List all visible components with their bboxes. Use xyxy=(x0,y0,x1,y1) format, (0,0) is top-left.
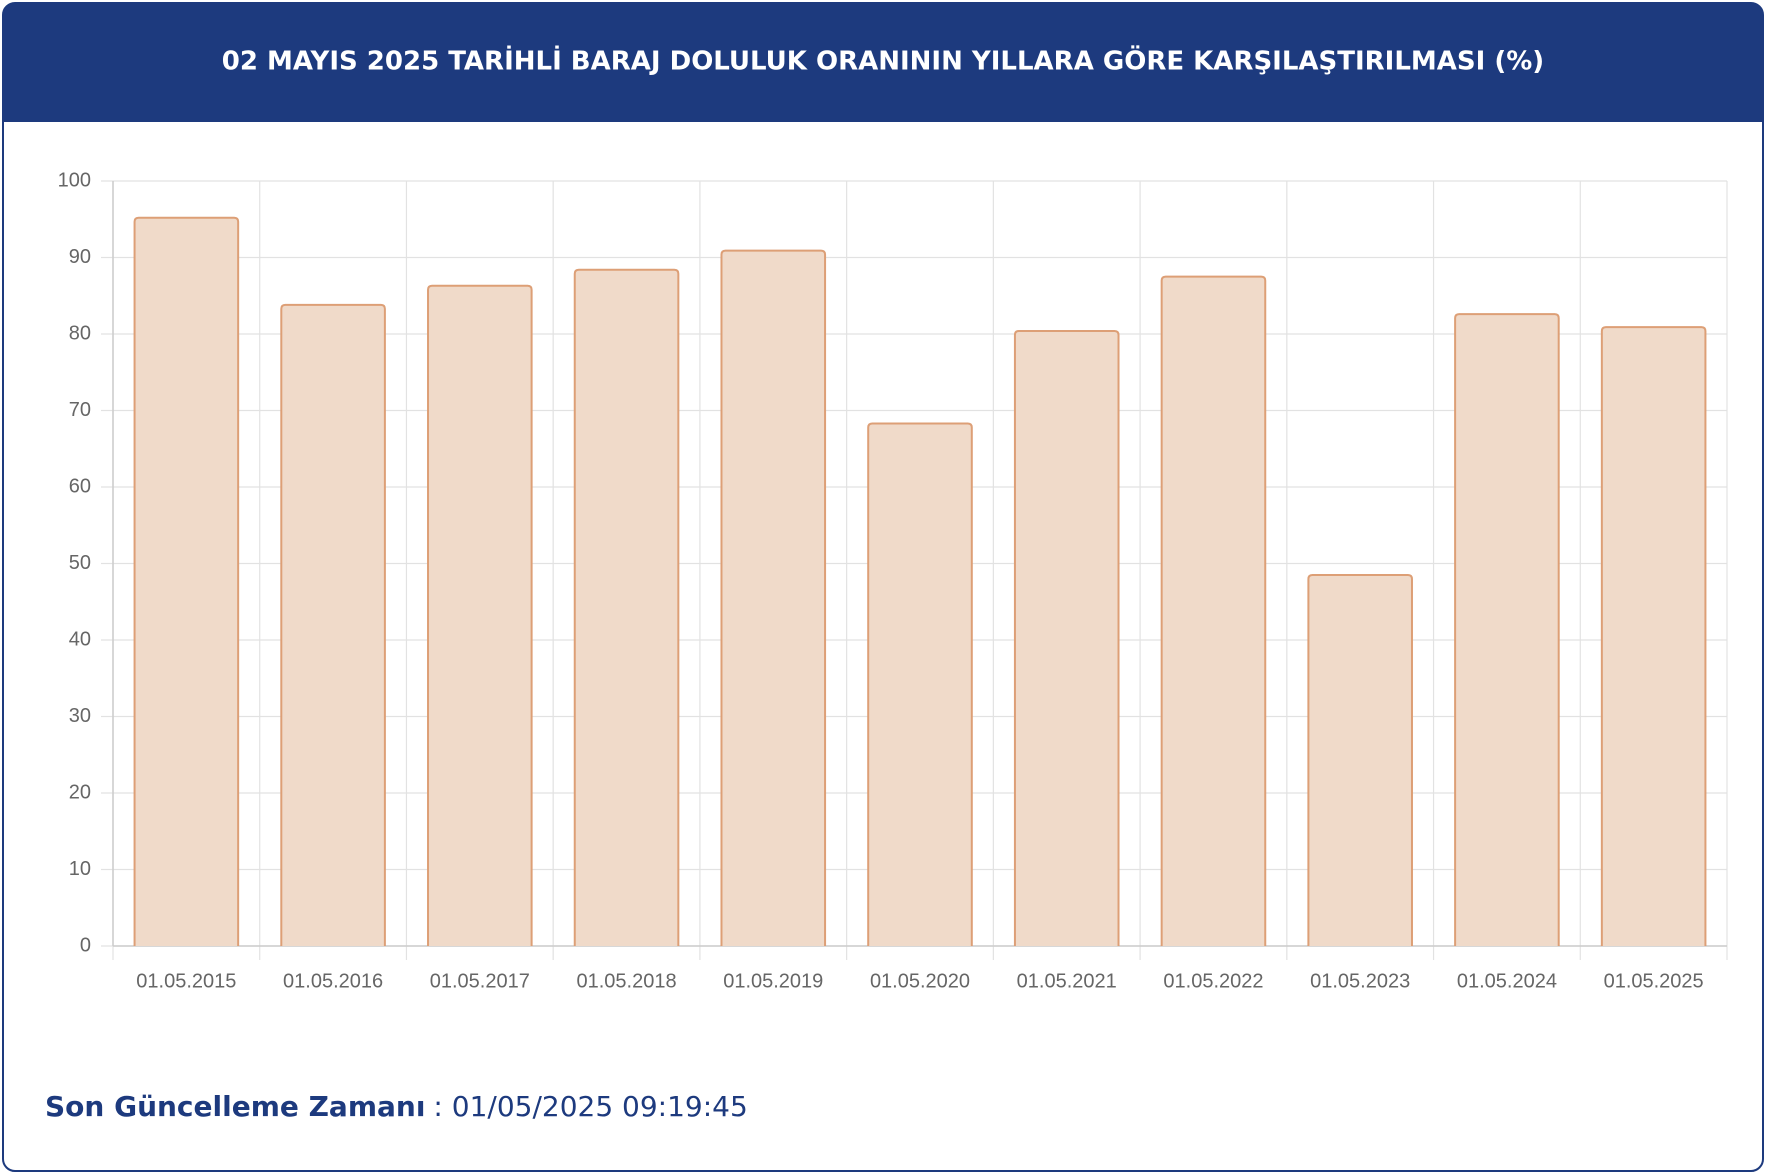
bar xyxy=(133,216,240,946)
bar xyxy=(1013,329,1120,946)
bar xyxy=(1600,326,1707,946)
x-tick-label: 01.05.2025 xyxy=(1604,970,1704,992)
x-tick-label: 01.05.2019 xyxy=(723,970,823,992)
y-tick-label: 50 xyxy=(69,552,91,574)
x-tick-label: 01.05.2021 xyxy=(1017,970,1117,992)
x-tick-label: 01.05.2023 xyxy=(1310,970,1410,992)
bar xyxy=(720,249,827,946)
x-tick-label: 01.05.2022 xyxy=(1163,970,1263,992)
x-tick-label: 01.05.2018 xyxy=(576,970,676,992)
x-tick-label: 01.05.2015 xyxy=(136,970,236,992)
x-tick-label: 01.05.2017 xyxy=(430,970,530,992)
y-tick-label: 30 xyxy=(69,705,91,727)
x-tick-label: 01.05.2020 xyxy=(870,970,970,992)
bar xyxy=(573,268,680,946)
bar xyxy=(427,284,533,946)
bar xyxy=(1454,313,1560,946)
footer: Son Güncelleme Zamanı: 01/05/2025 09:19:… xyxy=(45,1090,748,1123)
y-tick-label: 60 xyxy=(69,475,91,497)
chart-title: 02 MAYIS 2025 TARİHLİ BARAJ DOLULUK ORAN… xyxy=(222,44,1544,77)
footer-value: : 01/05/2025 09:19:45 xyxy=(433,1090,747,1123)
y-tick-label: 0 xyxy=(80,934,91,956)
bar xyxy=(280,303,386,946)
x-tick-label: 01.05.2024 xyxy=(1457,970,1557,992)
y-tick-label: 10 xyxy=(69,858,91,880)
y-tick-label: 20 xyxy=(69,781,91,803)
bar xyxy=(1307,573,1413,946)
y-tick-label: 100 xyxy=(58,169,91,191)
bar xyxy=(1160,275,1267,946)
y-tick-label: 70 xyxy=(69,399,91,421)
header xyxy=(3,3,1763,122)
y-tick-label: 80 xyxy=(69,322,91,344)
y-tick-label: 90 xyxy=(69,246,91,268)
y-tick-label: 40 xyxy=(69,628,91,650)
x-tick-label: 01.05.2016 xyxy=(283,970,383,992)
footer-label: Son Güncelleme Zamanı xyxy=(45,1090,425,1123)
bar xyxy=(867,422,973,946)
